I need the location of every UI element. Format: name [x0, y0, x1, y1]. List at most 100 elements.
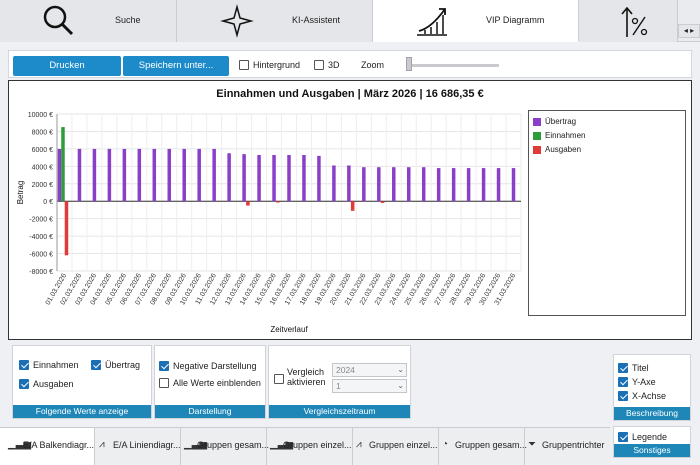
ausgaben-label: Ausgaben: [33, 379, 74, 389]
chart-panel: Einnahmen und Ausgaben | März 2026 | 16 …: [8, 80, 692, 340]
zoom-slider-thumb[interactable]: [406, 57, 412, 71]
y-tick-label: -6000 €: [29, 252, 53, 259]
bar-bertrag: [362, 167, 366, 202]
group-title: Vergleichszeitraum: [269, 405, 410, 418]
legend-swatch: [533, 146, 541, 154]
tab-suche[interactable]: Suche: [0, 0, 177, 42]
bar-bertrag: [92, 148, 97, 202]
bar-bertrag: [77, 148, 82, 202]
chart-title: Einnahmen und Ausgaben | März 2026 | 16 …: [216, 88, 484, 100]
group-title: Sonstiges: [614, 444, 690, 457]
group-title: Beschreibung: [614, 407, 690, 420]
negative-darstellung-checkbox[interactable]: [159, 361, 169, 371]
bar-bertrag: [481, 168, 486, 202]
group-darstellung: Negative Darstellung Alle Werte einblend…: [154, 345, 266, 419]
search-icon: [43, 5, 74, 36]
bar-bertrag: [451, 168, 456, 202]
bar-bertrag: [212, 148, 216, 202]
tab-label: E/A Balkendiagr...: [23, 440, 95, 450]
titel-label: Titel: [632, 363, 649, 373]
line-chart-icon: ⩘: [99, 439, 105, 450]
legende-label: Legende: [632, 432, 668, 442]
print-button[interactable]: Drucken: [13, 56, 121, 76]
tab-scroll-arrows[interactable]: ◂ ▸: [678, 24, 700, 38]
bar-bertrag: [406, 167, 411, 202]
group-sonstiges: Legende Sonstiges: [613, 426, 691, 458]
negative-darstellung-label: Negative Darstellung: [173, 361, 257, 371]
month-value: 1: [336, 381, 341, 391]
tab-label: Gruppen einzel...: [283, 440, 352, 450]
bar-bertrag: [227, 153, 231, 202]
y-tick-label: -8000 €: [29, 269, 53, 276]
ausgaben-checkbox[interactable]: [19, 379, 29, 389]
vergleich-checkbox[interactable]: [274, 374, 284, 384]
year-value: 2024: [336, 365, 355, 375]
bar-chart: 10000 € 8000 € 6000 € 4000 € 2000 € 0 € -2000 …: [16, 112, 522, 334]
y-axis-title: Betrag: [16, 181, 25, 205]
3d-label: 3D: [328, 60, 340, 70]
tab-gruppentrichter[interactable]: ⏷ Gruppentrichter: [525, 428, 610, 465]
bar-bertrag: [287, 154, 291, 202]
bar-bertrag: [466, 168, 471, 202]
zoom-slider-track[interactable]: [409, 64, 499, 67]
trend-chart-icon: [417, 8, 447, 36]
tab-label: Gruppen einzel...: [369, 440, 438, 450]
3d-checkbox[interactable]: [314, 60, 324, 70]
background-checkbox[interactable]: [239, 60, 249, 70]
tab-label: VIP Diagramm: [486, 15, 545, 25]
bar-bertrag: [137, 148, 142, 202]
y-axe-checkbox[interactable]: [618, 377, 628, 387]
legende-checkbox[interactable]: [618, 432, 628, 442]
alle-werte-checkbox[interactable]: [159, 378, 169, 388]
tab-gruppen-gesamt-balken[interactable]: ▁▃▅ Gruppen gesam...: [181, 428, 269, 465]
tab-ki-assistent[interactable]: KI-Assistent: [177, 0, 373, 42]
tab-gruppen-gesamt-kreis[interactable]: ◔ Gruppen gesam...: [439, 428, 527, 465]
tab-label: E/A Liniendiagr...: [113, 440, 181, 450]
legend-label: Übertrag: [545, 117, 577, 126]
month-select[interactable]: 1 ⌄: [332, 379, 407, 393]
uebertrag-checkbox[interactable]: [91, 360, 101, 370]
ai-sparkle-icon: [220, 4, 254, 38]
einnahmen-checkbox[interactable]: [19, 360, 29, 370]
bar-bertrag: [122, 148, 127, 202]
background-label: Hintergrund: [253, 60, 301, 70]
save-as-button[interactable]: Speichern unter...: [123, 56, 229, 76]
bar-chart-icon: ▁▃▅: [184, 439, 208, 450]
bar-ausgaben: [246, 201, 250, 206]
bottom-tab-bar: ▁▃▅ E/A Balkendiagr... ⩘ E/A Liniendiagr…: [0, 427, 610, 465]
year-select[interactable]: 2024 ⌄: [332, 363, 407, 377]
tab-gruppen-einzeln-linie[interactable]: ⩘ Gruppen einzel...: [353, 428, 439, 465]
legend-label: Einnahmen: [545, 131, 586, 140]
legend-swatch: [533, 132, 541, 140]
bar-bertrag: [347, 165, 351, 202]
chevron-down-icon: ⌄: [397, 365, 404, 374]
bar-bertrag: [496, 168, 501, 202]
einnahmen-label: Einnahmen: [33, 360, 79, 370]
bar-bertrag: [57, 148, 62, 202]
legend-swatch: [533, 118, 541, 126]
bar-chart-icon: ▁▃▅: [8, 439, 32, 450]
bar-chart-icon: ▁▃▅: [270, 439, 294, 450]
bar-bertrag: [242, 154, 246, 202]
tab-gruppen-einzeln-balken[interactable]: ▁▃▅ Gruppen einzel...: [267, 428, 353, 465]
line-chart-icon: ⩘: [356, 439, 362, 450]
uebertrag-label: Übertrag: [105, 360, 141, 370]
bar-ausgaben: [276, 201, 280, 203]
group-title: Darstellung: [155, 405, 265, 418]
bar-bertrag: [436, 168, 441, 202]
bar-bertrag: [332, 165, 336, 202]
bar-bertrag: [197, 148, 201, 202]
bar-bertrag: [272, 154, 276, 202]
titel-checkbox[interactable]: [618, 363, 628, 373]
tab-ea-liniendiagramm[interactable]: ⩘ E/A Liniendiagr...: [95, 428, 181, 465]
bar-bertrag: [107, 148, 112, 202]
x-achse-checkbox[interactable]: [618, 391, 628, 401]
tab-ea-balkendiagramm[interactable]: ▁▃▅ E/A Balkendiagr...: [0, 428, 95, 465]
tab-vip-diagramm[interactable]: VIP Diagramm: [373, 0, 579, 42]
tab-percent[interactable]: [579, 0, 678, 42]
top-tab-bar: Suche KI-Assistent VIP Diagramm ◂ ▸: [0, 0, 700, 42]
chart-toolbar: Drucken Speichern unter... Hintergrund 3…: [8, 50, 692, 78]
bar-bertrag: [377, 167, 381, 202]
y-tick-label: 4000 €: [32, 164, 54, 171]
tab-label: Suche: [115, 15, 141, 25]
